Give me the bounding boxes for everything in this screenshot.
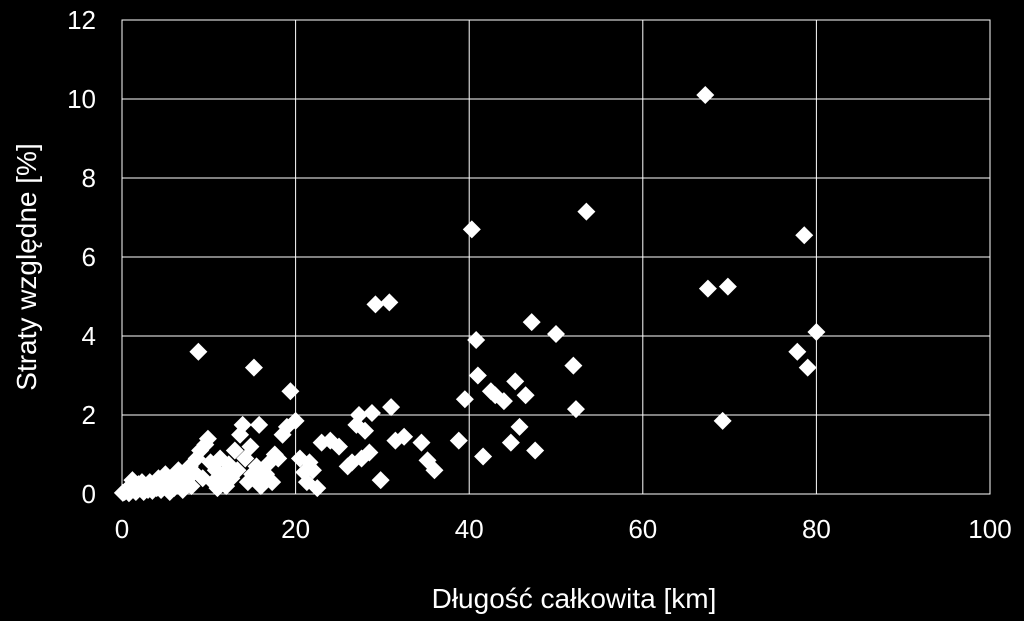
x-axis-title: Długość całkowita [km] [432,583,717,614]
data-points [113,86,826,503]
data-point [380,293,399,312]
data-point [395,427,414,446]
data-point [425,461,444,480]
data-point [286,411,305,430]
data-point [455,390,474,409]
data-point [494,392,513,411]
y-tick-label: 0 [82,479,96,509]
data-point [788,342,807,361]
data-point [449,431,468,450]
data-point [228,461,247,480]
data-point [462,220,481,239]
y-tick-label: 12 [67,5,96,35]
data-point [566,400,585,419]
data-point [366,295,385,314]
data-point [281,382,300,401]
x-tick-label: 60 [628,514,657,544]
data-point [198,429,217,448]
y-tick-label: 4 [82,321,96,351]
x-tick-label: 100 [968,514,1011,544]
plot-frame [121,19,991,495]
data-point [382,398,401,417]
data-point [713,411,732,430]
data-point [243,465,262,484]
data-point [349,406,368,424]
data-point [577,202,596,221]
data-point [244,358,263,377]
data-point [189,342,208,361]
data-point [718,277,737,296]
data-point [250,415,269,434]
data-point [522,313,541,332]
data-point [241,437,260,456]
data-point [795,226,814,245]
data-point [225,441,244,460]
data-point [547,325,565,344]
data-point [467,330,486,349]
data-point [412,433,431,452]
data-point [510,417,529,436]
x-axis-ticks: 0 20 40 60 80 100 [115,514,1012,544]
data-point [516,386,535,405]
y-axis-ticks: 0 2 4 6 8 10 12 [67,5,96,509]
data-point [362,404,381,423]
x-tick-label: 20 [281,514,310,544]
data-point [474,447,493,466]
x-tick-label: 0 [115,514,129,544]
x-tick-label: 80 [802,514,831,544]
y-axis-title: Straty względne [%] [11,143,42,390]
x-tick-label: 40 [455,514,484,544]
y-tick-label: 8 [82,163,96,193]
y-tick-label: 6 [82,242,96,272]
data-point [182,477,201,496]
data-point [798,358,817,377]
data-point [506,372,525,391]
y-tick-label: 2 [82,400,96,430]
data-point [526,441,545,460]
data-point [807,323,826,342]
data-point [371,471,390,490]
data-point [263,473,282,492]
data-point [468,366,487,385]
data-point [501,433,520,452]
data-point [360,443,379,462]
data-point [698,279,717,298]
data-point [564,356,583,375]
y-tick-label: 10 [67,84,96,114]
data-point [696,86,715,105]
data-point [269,449,288,468]
data-point [330,437,348,456]
data-point [303,461,322,480]
data-point [356,421,375,440]
data-point [308,479,327,498]
data-point [233,415,252,434]
